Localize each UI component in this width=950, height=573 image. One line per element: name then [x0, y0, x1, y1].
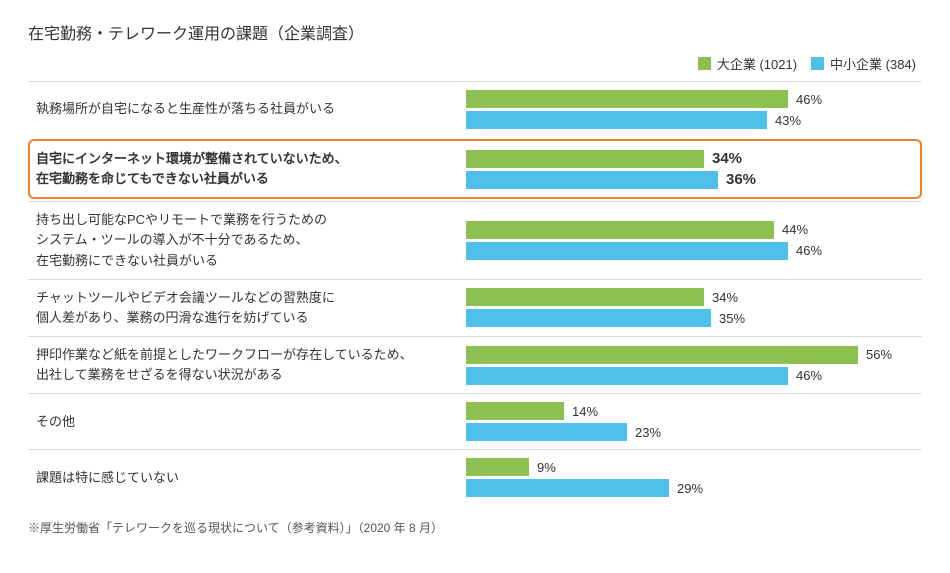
bar-large [466, 402, 564, 420]
bar-line-small: 29% [466, 479, 922, 497]
row-label: 執務場所が自宅になると生産性が落ちる社員がいる [36, 99, 466, 119]
row-bars: 44%46% [466, 221, 922, 260]
chart-row: その他 14% 23% [28, 393, 922, 449]
value-large: 34% [712, 290, 738, 305]
value-small: 23% [635, 425, 661, 440]
value-large: 34% [712, 150, 742, 167]
chart-row: 課題は特に感じていない 9% 29% [28, 449, 922, 505]
legend-swatch-small [811, 57, 824, 70]
bar-large [466, 346, 858, 364]
bar-small [466, 309, 711, 327]
bar-line-small: 23% [466, 423, 922, 441]
bar-line-small: 43% [466, 111, 922, 129]
bar-line-large: 46% [466, 90, 922, 108]
bar-large [466, 458, 529, 476]
bar-small [466, 171, 718, 189]
bar-large [466, 221, 774, 239]
value-small: 29% [677, 481, 703, 496]
bar-line-small: 46% [466, 242, 922, 260]
value-large: 46% [796, 92, 822, 107]
row-label: その他 [36, 412, 466, 432]
bar-line-large: 34% [466, 288, 922, 306]
legend-label-large: 大企業 (1021) [717, 54, 797, 73]
bar-line-large: 9% [466, 458, 922, 476]
legend-item-large: 大企業 (1021) [698, 54, 797, 73]
row-bars: 14% 23% [466, 402, 922, 441]
chart-row: チャットツールやビデオ会議ツールなどの習熟度に個人差があり、業務の円滑な進行を妨… [28, 279, 922, 336]
chart-title: 在宅勤務・テレワーク運用の課題（企業調査） [28, 20, 922, 44]
bar-line-small: 35% [466, 309, 922, 327]
row-label: 課題は特に感じていない [36, 468, 466, 488]
row-bars: 9% 29% [466, 458, 922, 497]
row-label: 押印作業など紙を前提としたワークフローが存在しているため、出社して業務をせざるを… [36, 345, 466, 385]
value-small: 35% [719, 311, 745, 326]
chart-row: 自宅にインターネット環境が整備されていないため、在宅勤務を命じてもできない社員が… [28, 139, 922, 199]
row-bars: 46%43% [466, 90, 922, 129]
value-large: 14% [572, 404, 598, 419]
row-bars: 34%35% [466, 288, 922, 327]
bar-line-large: 14% [466, 402, 922, 420]
chart-rows: 執務場所が自宅になると生産性が落ちる社員がいる46%43%自宅にインターネット環… [28, 81, 922, 505]
value-large: 44% [782, 222, 808, 237]
value-small: 43% [775, 113, 801, 128]
bar-line-large: 44% [466, 221, 922, 239]
row-label: 持ち出し可能なPCやリモートで業務を行うためのシステム・ツールの導入が不十分であ… [36, 210, 466, 270]
bar-line-small: 36% [466, 171, 914, 189]
bar-line-large: 56% [466, 346, 922, 364]
row-label: 自宅にインターネット環境が整備されていないため、在宅勤務を命じてもできない社員が… [36, 149, 466, 189]
chart-row: 持ち出し可能なPCやリモートで業務を行うためのシステム・ツールの導入が不十分であ… [28, 201, 922, 278]
bar-small [466, 479, 669, 497]
bar-large [466, 90, 788, 108]
bar-line-small: 46% [466, 367, 922, 385]
bar-large [466, 288, 704, 306]
value-small: 46% [796, 243, 822, 258]
legend-swatch-large [698, 57, 711, 70]
bar-small [466, 367, 788, 385]
bar-line-large: 34% [466, 150, 914, 168]
chart-row: 押印作業など紙を前提としたワークフローが存在しているため、出社して業務をせざるを… [28, 336, 922, 393]
legend-label-small: 中小企業 (384) [830, 54, 916, 73]
bar-large [466, 150, 704, 168]
legend-item-small: 中小企業 (384) [811, 54, 916, 73]
bar-small [466, 111, 767, 129]
row-bars: 34%36% [466, 150, 914, 189]
value-small: 36% [726, 171, 756, 188]
row-label: チャットツールやビデオ会議ツールなどの習熟度に個人差があり、業務の円滑な進行を妨… [36, 288, 466, 328]
value-large: 56% [866, 347, 892, 362]
bar-small [466, 423, 627, 441]
row-bars: 56% 46% [466, 346, 922, 385]
footnote: ※厚生労働省「テレワークを巡る現状について（参考資料）」（2020 年 8 月） [28, 519, 922, 536]
legend: 大企業 (1021) 中小企業 (384) [28, 54, 922, 73]
value-large: 9% [537, 460, 556, 475]
chart-row: 執務場所が自宅になると生産性が落ちる社員がいる46%43% [28, 81, 922, 137]
value-small: 46% [796, 368, 822, 383]
bar-small [466, 242, 788, 260]
